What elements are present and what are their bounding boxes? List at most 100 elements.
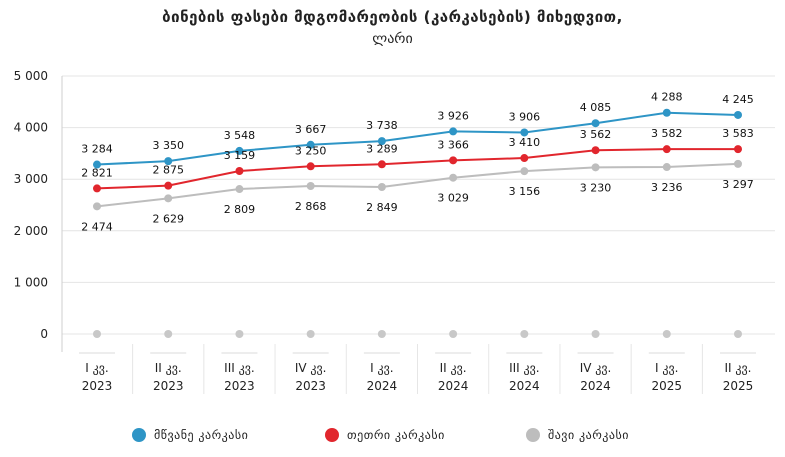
data-label-2: 2 868 — [295, 200, 327, 213]
data-label-0: 3 548 — [224, 129, 256, 142]
data-label-2: 2 474 — [81, 220, 113, 233]
series-point-2 — [235, 185, 244, 194]
baseline-point — [591, 330, 600, 338]
x-tick-label-quarter: I კვ. — [655, 361, 678, 375]
series-point-1 — [734, 145, 742, 154]
data-label-2: 3 236 — [651, 181, 683, 194]
x-tick-label-year: 2024 — [509, 379, 540, 393]
legend: მწვანე კარკასი თეთრი კარკასი შავი კარკას… — [0, 428, 785, 450]
data-label-1: 2 875 — [152, 164, 184, 177]
series-point-0 — [235, 146, 244, 155]
legend-item-green: მწვანე კარკასი — [132, 428, 248, 442]
data-label-1: 3 410 — [509, 136, 541, 149]
data-label-1: 3 250 — [295, 144, 327, 157]
series-point-0 — [734, 110, 742, 119]
series-point-2 — [662, 163, 671, 172]
data-label-2: 2 849 — [366, 201, 398, 214]
baseline-point — [662, 330, 671, 338]
data-label-1: 3 562 — [580, 128, 612, 141]
legend-green-swatch — [132, 428, 146, 442]
data-label-1: 3 583 — [722, 127, 754, 140]
legend-item-black: შავი კარკასი — [526, 428, 629, 442]
series-point-2 — [377, 182, 386, 191]
baseline-point — [235, 330, 244, 338]
data-label-2: 3 230 — [580, 181, 612, 194]
data-label-1: 3 582 — [651, 127, 683, 140]
x-tick-label-quarter: II კვ. — [725, 361, 752, 375]
series-point-1 — [520, 154, 529, 163]
legend-white-swatch — [325, 428, 339, 442]
x-tick-label-quarter: I კვ. — [370, 361, 393, 375]
legend-black-swatch — [526, 428, 540, 442]
data-label-0: 3 284 — [81, 143, 113, 156]
series-point-1 — [591, 146, 600, 155]
data-label-2: 2 629 — [152, 212, 184, 225]
data-label-0: 4 245 — [722, 93, 754, 106]
series-point-2 — [306, 182, 315, 191]
x-tick-label-year: 2023 — [224, 379, 255, 393]
series-point-1 — [377, 160, 386, 169]
series-point-0 — [449, 127, 458, 136]
data-label-2: 3 029 — [437, 192, 469, 205]
baseline-point — [93, 330, 101, 338]
y-tick-label: 5 000 — [14, 69, 48, 83]
x-tick-label-quarter: IV კვ. — [580, 361, 612, 375]
series-point-2 — [449, 173, 458, 182]
x-tick-label-year: 2023 — [82, 379, 113, 393]
data-label-2: 3 297 — [722, 178, 754, 191]
data-label-1: 3 366 — [437, 138, 469, 151]
series-point-0 — [520, 128, 529, 137]
x-tick-label-year: 2023 — [295, 379, 326, 393]
line-chart: 0 1 000 2 000 3 000 4 000 5 000 I კვ. 2023 II კვ… — [14, 69, 775, 394]
y-tick-label: 4 000 — [14, 121, 48, 135]
series-point-2 — [164, 194, 173, 203]
x-tick-label-quarter: I კვ. — [85, 361, 108, 375]
data-label-0: 3 350 — [152, 139, 184, 152]
x-tick-label-year: 2025 — [723, 379, 754, 393]
series-point-1 — [93, 184, 101, 193]
series-point-1 — [306, 162, 315, 171]
data-label-0: 3 738 — [366, 119, 398, 132]
y-tick-label: 0 — [40, 327, 48, 341]
baseline-point — [164, 330, 173, 338]
y-tick-label: 3 000 — [14, 172, 48, 186]
legend-white-label: თეთრი კარკასი — [347, 428, 445, 442]
y-tick-label: 1 000 — [14, 275, 48, 289]
baseline-point — [449, 330, 458, 338]
series-point-0 — [306, 140, 315, 149]
data-label-1: 3 159 — [224, 149, 256, 162]
baseline-point — [306, 330, 315, 338]
x-tick-label-quarter: II კვ. — [440, 361, 467, 375]
series-point-1 — [164, 181, 173, 190]
series-line-2 — [96, 162, 739, 208]
legend-black-label: შავი კარკასი — [548, 428, 629, 442]
chart-subtitle: ლარი — [372, 31, 413, 47]
series-point-1 — [662, 145, 671, 154]
x-tick-label-quarter: III კვ. — [224, 361, 255, 375]
series-point-1 — [235, 166, 244, 175]
baseline-point — [520, 330, 529, 338]
series-line-0 — [96, 111, 739, 166]
data-label-0: 3 667 — [295, 123, 327, 136]
x-tick-label-year: 2024 — [367, 379, 398, 393]
x-tick-label-year: 2024 — [580, 379, 611, 393]
data-label-2: 3 156 — [509, 185, 541, 198]
series-line-1 — [96, 148, 739, 190]
series-point-0 — [377, 137, 386, 146]
series-point-2 — [93, 202, 101, 211]
x-tick-label-year: 2025 — [652, 379, 683, 393]
data-label-0: 4 085 — [580, 101, 612, 114]
y-tick-label: 2 000 — [14, 224, 48, 238]
x-tick-label-year: 2024 — [438, 379, 469, 393]
data-label-0: 3 926 — [437, 109, 469, 122]
series-point-0 — [591, 119, 600, 128]
x-tick-label-quarter: II კვ. — [155, 361, 182, 375]
legend-item-white: თეთრი კარკასი — [325, 428, 445, 442]
x-tick-label-quarter: IV კვ. — [295, 361, 327, 375]
series-point-1 — [449, 156, 458, 165]
series-point-0 — [93, 160, 101, 169]
data-label-1: 3 289 — [366, 142, 398, 155]
series-point-0 — [164, 157, 173, 166]
series-point-0 — [662, 108, 671, 117]
